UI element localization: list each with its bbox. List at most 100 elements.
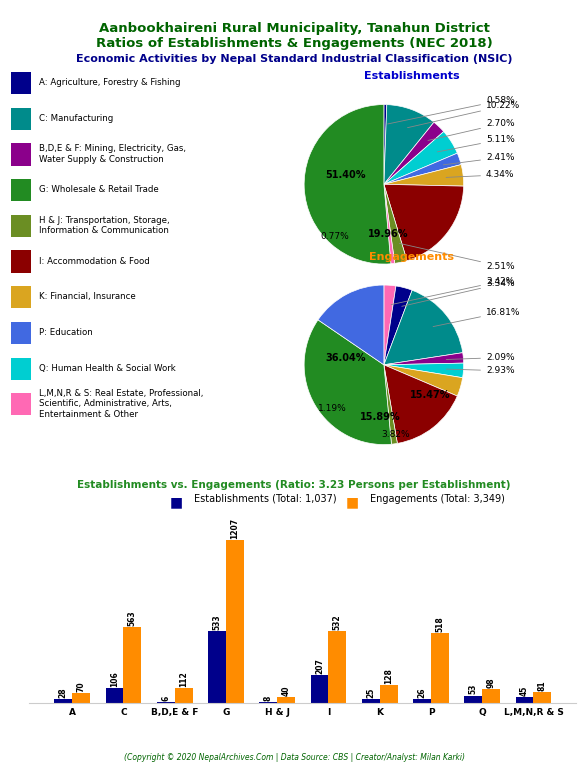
Bar bbox=[157, 702, 175, 703]
Bar bbox=[11, 322, 31, 344]
Text: 128: 128 bbox=[384, 668, 393, 684]
Wedge shape bbox=[384, 153, 461, 184]
Text: Aanbookhaireni Rural Municipality, Tanahun District: Aanbookhaireni Rural Municipality, Tanah… bbox=[99, 22, 489, 35]
Bar bbox=[11, 393, 31, 415]
Text: L,M,N,R & S: Real Estate, Professional,
Scientific, Administrative, Arts,
Entert: L,M,N,R & S: Real Estate, Professional, … bbox=[39, 389, 203, 419]
Text: 0.77%: 0.77% bbox=[320, 232, 349, 240]
Text: 40: 40 bbox=[282, 686, 290, 697]
Bar bbox=[11, 286, 31, 308]
Text: B,D,E & F: Mining, Electricity, Gas,
Water Supply & Construction: B,D,E & F: Mining, Electricity, Gas, Wat… bbox=[39, 144, 186, 164]
Text: 2.09%: 2.09% bbox=[446, 353, 514, 362]
Text: Establishments: Establishments bbox=[364, 71, 459, 81]
Text: (Copyright © 2020 NepalArchives.Com | Data Source: CBS | Creator/Analyst: Milan : (Copyright © 2020 NepalArchives.Com | Da… bbox=[123, 753, 465, 762]
Wedge shape bbox=[304, 104, 391, 264]
Text: 2.41%: 2.41% bbox=[443, 153, 514, 165]
Bar bbox=[208, 631, 226, 703]
Bar bbox=[380, 685, 397, 703]
Text: P: Education: P: Education bbox=[39, 328, 92, 337]
Bar bbox=[54, 699, 72, 703]
Text: 106: 106 bbox=[110, 671, 119, 687]
Text: Ratios of Establishments & Engagements (NEC 2018): Ratios of Establishments & Engagements (… bbox=[96, 37, 492, 50]
Text: 28: 28 bbox=[59, 687, 68, 698]
Wedge shape bbox=[384, 365, 463, 396]
Text: Economic Activities by Nepal Standard Industrial Classification (NSIC): Economic Activities by Nepal Standard In… bbox=[76, 54, 512, 64]
Wedge shape bbox=[384, 285, 396, 365]
Bar bbox=[11, 214, 31, 237]
Text: 3.34%: 3.34% bbox=[402, 280, 514, 306]
Bar bbox=[11, 179, 31, 201]
Text: I: Accommodation & Food: I: Accommodation & Food bbox=[39, 257, 149, 266]
Text: 5.11%: 5.11% bbox=[437, 135, 514, 152]
Bar bbox=[175, 687, 193, 703]
Text: 26: 26 bbox=[417, 687, 426, 698]
Wedge shape bbox=[384, 104, 434, 184]
Text: ■: ■ bbox=[170, 495, 183, 509]
Text: 70: 70 bbox=[76, 681, 86, 692]
Bar bbox=[11, 108, 31, 130]
Text: K: Financial, Insurance: K: Financial, Insurance bbox=[39, 293, 135, 301]
Wedge shape bbox=[384, 290, 463, 365]
Wedge shape bbox=[318, 285, 384, 365]
Text: 16.81%: 16.81% bbox=[433, 308, 520, 326]
Bar bbox=[105, 688, 123, 703]
Text: 10.22%: 10.22% bbox=[407, 101, 520, 127]
Bar bbox=[11, 358, 31, 379]
Text: 3.82%: 3.82% bbox=[382, 431, 410, 439]
Text: 25: 25 bbox=[366, 688, 375, 698]
Bar bbox=[11, 72, 31, 94]
Text: 532: 532 bbox=[333, 614, 342, 630]
Text: 2.42%: 2.42% bbox=[391, 276, 514, 305]
Text: 533: 533 bbox=[212, 614, 222, 630]
Text: 8: 8 bbox=[264, 695, 273, 700]
Text: G: Wholesale & Retail Trade: G: Wholesale & Retail Trade bbox=[39, 185, 159, 194]
Text: 15.89%: 15.89% bbox=[360, 412, 400, 422]
Text: 112: 112 bbox=[179, 670, 188, 687]
Text: 6: 6 bbox=[161, 696, 170, 701]
Wedge shape bbox=[384, 184, 463, 260]
Text: 19.96%: 19.96% bbox=[368, 229, 408, 239]
Wedge shape bbox=[384, 122, 444, 184]
Text: 4.34%: 4.34% bbox=[446, 170, 514, 179]
Text: 207: 207 bbox=[315, 658, 324, 674]
Wedge shape bbox=[384, 365, 397, 444]
Text: A: Agriculture, Forestry & Fishing: A: Agriculture, Forestry & Fishing bbox=[39, 78, 181, 87]
Text: H & J: Transportation, Storage,
Information & Communication: H & J: Transportation, Storage, Informat… bbox=[39, 216, 169, 235]
Wedge shape bbox=[384, 184, 395, 263]
Text: 51.40%: 51.40% bbox=[325, 170, 366, 180]
Text: 518: 518 bbox=[436, 616, 445, 631]
Bar bbox=[11, 143, 31, 165]
Text: 563: 563 bbox=[128, 610, 137, 626]
Text: C: Manufacturing: C: Manufacturing bbox=[39, 114, 113, 123]
Text: 1.19%: 1.19% bbox=[318, 404, 346, 413]
Bar bbox=[465, 696, 482, 703]
Text: 1207: 1207 bbox=[230, 518, 239, 538]
Wedge shape bbox=[384, 286, 412, 365]
Wedge shape bbox=[384, 363, 464, 378]
Wedge shape bbox=[384, 353, 463, 365]
Wedge shape bbox=[384, 131, 457, 184]
Wedge shape bbox=[304, 319, 392, 445]
Wedge shape bbox=[384, 184, 407, 263]
Bar bbox=[431, 633, 449, 703]
Text: 2.93%: 2.93% bbox=[446, 366, 514, 376]
Bar bbox=[482, 690, 500, 703]
Bar bbox=[413, 699, 431, 703]
Bar bbox=[516, 697, 533, 703]
Text: Establishments (Total: 1,037): Establishments (Total: 1,037) bbox=[194, 494, 337, 504]
Text: 2.70%: 2.70% bbox=[428, 119, 514, 141]
Bar bbox=[259, 702, 277, 703]
Bar bbox=[533, 692, 552, 703]
Bar bbox=[123, 627, 141, 703]
Text: 45: 45 bbox=[520, 685, 529, 696]
Text: 0.58%: 0.58% bbox=[387, 96, 514, 124]
Text: 53: 53 bbox=[469, 684, 477, 694]
Text: Engagements: Engagements bbox=[369, 252, 454, 262]
Text: 2.51%: 2.51% bbox=[399, 243, 514, 270]
Wedge shape bbox=[384, 365, 457, 443]
Bar bbox=[329, 631, 346, 703]
Text: 15.47%: 15.47% bbox=[410, 390, 450, 400]
Text: 36.04%: 36.04% bbox=[325, 353, 366, 363]
Bar bbox=[277, 697, 295, 703]
Text: 81: 81 bbox=[538, 680, 547, 690]
Text: Engagements (Total: 3,349): Engagements (Total: 3,349) bbox=[370, 494, 505, 504]
